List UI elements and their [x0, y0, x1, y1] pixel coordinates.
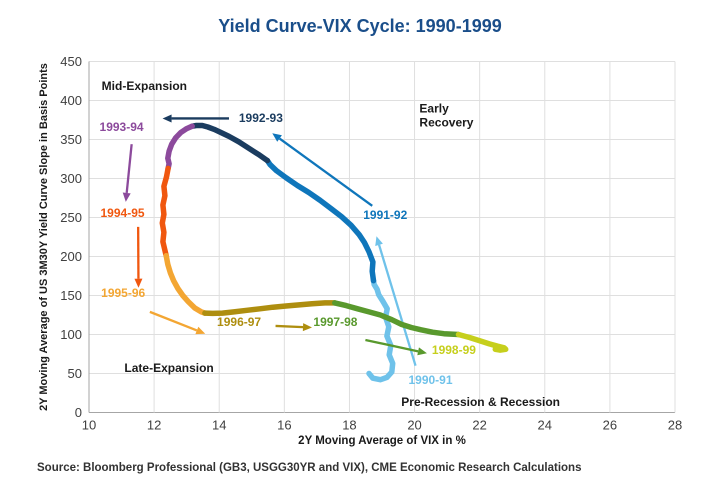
y-tick-350: 350: [60, 132, 82, 147]
series-1998-99: [455, 331, 509, 353]
year-label-1992-93: 1992-93: [238, 110, 283, 125]
series-1993-94: [165, 123, 195, 172]
arrow-1995-96-head: [195, 326, 206, 335]
y-tick-0: 0: [75, 405, 82, 420]
arrow-1993-94-head: [122, 192, 131, 202]
source-note: Source: Bloomberg Professional (GB3, USG…: [37, 462, 582, 474]
arrow-1997-98-head: [417, 347, 427, 356]
year-label-1994-95: 1994-95: [100, 205, 145, 220]
x-tick-22: 22: [472, 418, 486, 433]
y-tick-450: 450: [60, 54, 82, 69]
x-tick-10: 10: [82, 418, 96, 433]
x-tick-14: 14: [212, 418, 226, 433]
arrow-1994-95-head: [134, 278, 143, 288]
x-tick-28: 28: [668, 418, 682, 433]
y-tick-250: 250: [60, 210, 82, 225]
series-1995-96: [163, 252, 208, 316]
arrow-1991-92-head: [272, 133, 282, 142]
year-label-1990-91: 1990-91: [408, 372, 453, 387]
x-tick-20: 20: [407, 418, 421, 433]
series-1992-93: [189, 122, 271, 164]
series-1997-98: [332, 300, 462, 338]
phase-label-late-expansion: Late-Expansion: [124, 360, 214, 375]
year-label-1995-96: 1995-96: [101, 285, 146, 300]
arrow-1997-98-line: [365, 338, 419, 353]
series-1990-91: [366, 277, 396, 383]
arrow-1990-91-line: [377, 244, 417, 367]
year-label-1997-98: 1997-98: [313, 315, 358, 330]
chart-title: Yield Curve-VIX Cycle: 1990-1999: [218, 16, 502, 36]
y-tick-100: 100: [60, 327, 82, 342]
year-label-1991-92: 1991-92: [363, 207, 408, 222]
y-axis-title: 2Y Moving Average of US 3M30Y Yield Curv…: [38, 63, 50, 411]
x-tick-26: 26: [603, 418, 617, 433]
x-tick-16: 16: [277, 418, 291, 433]
y-tick-300: 300: [60, 171, 82, 186]
phase-label-pre-recession-recession: Pre-Recession & Recession: [401, 394, 561, 409]
arrow-1992-93-head: [162, 114, 172, 123]
y-tick-200: 200: [60, 249, 82, 264]
arrow-1996-97-head: [302, 323, 313, 332]
year-label-1998-99: 1998-99: [431, 343, 476, 358]
arrow-1991-92-line: [278, 137, 373, 207]
arrow-1995-96-line: [149, 310, 198, 332]
arrow-1996-97-line: [275, 324, 304, 329]
series-1991-92: [264, 157, 377, 284]
arrow-1990-91-head: [375, 236, 383, 246]
year-label-1996-97: 1996-97: [217, 315, 262, 330]
series-1994-95: [159, 165, 171, 259]
year-label-1993-94: 1993-94: [99, 120, 144, 135]
arrow-1993-94-line: [125, 144, 133, 194]
y-tick-50: 50: [68, 366, 82, 381]
y-tick-400: 400: [60, 93, 82, 108]
y-tick-150: 150: [60, 288, 82, 303]
series-1996-97: [202, 300, 338, 317]
x-tick-24: 24: [538, 418, 552, 433]
phase-label-mid-expansion: Mid-Expansion: [101, 78, 188, 93]
x-tick-18: 18: [342, 418, 356, 433]
phase-label-early-recovery: Early Recovery: [419, 101, 474, 130]
x-tick-12: 12: [147, 418, 161, 433]
x-axis-title: 2Y Moving Average of VIX in %: [298, 435, 466, 447]
